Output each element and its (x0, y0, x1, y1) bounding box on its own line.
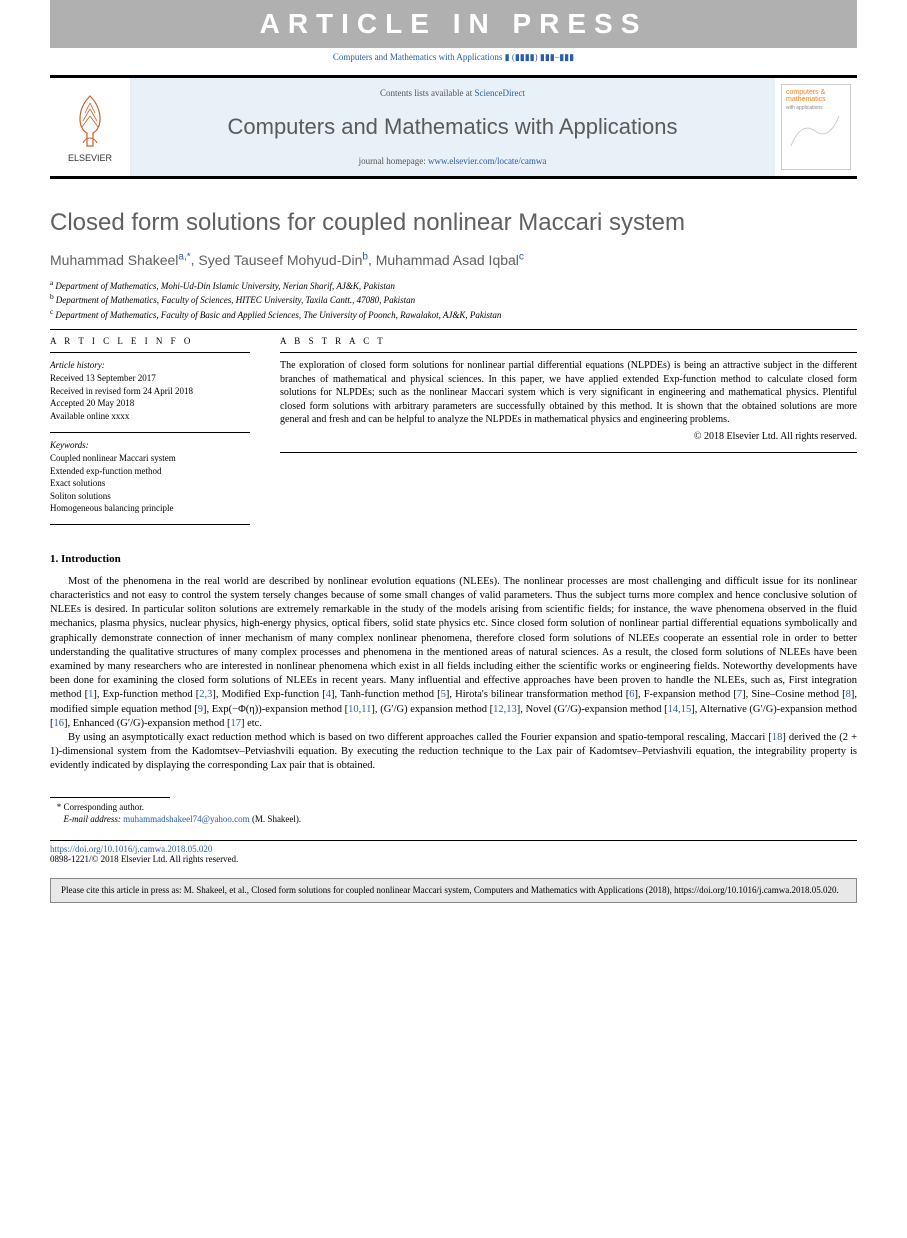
cover-text: computers & mathematics (786, 89, 846, 103)
journal-homepage-line: journal homepage: www.elsevier.com/locat… (150, 156, 755, 166)
author-2: Syed Tauseef Mohyud-Dinb (198, 252, 368, 268)
article-in-press-banner: ARTICLE IN PRESS (50, 0, 857, 48)
email-line: E-mail address: muhammadshakeel74@yahoo.… (50, 814, 857, 826)
elsevier-label: ELSEVIER (68, 153, 112, 163)
homepage-prefix: journal homepage: (359, 156, 428, 166)
history-accepted: Accepted 20 May 2018 (50, 397, 250, 410)
abstract-column: A B S T R A C T The exploration of close… (280, 336, 857, 525)
affiliation-a: aDepartment of Mathematics, Mohi-Ud-Din … (50, 278, 857, 293)
elsevier-logo: ELSEVIER (50, 78, 130, 176)
article-history-block: Article history: Received 13 September 2… (50, 352, 250, 422)
keyword: Soliton solutions (50, 490, 250, 503)
author-sup: c (519, 251, 524, 262)
author-name: Muhammad Asad Iqbal (376, 252, 519, 268)
article-title: Closed form solutions for coupled nonlin… (50, 209, 857, 237)
corresponding-author: * Corresponding author. (50, 802, 857, 814)
section-1-heading: 1. Introduction (50, 553, 857, 565)
contents-prefix: Contents lists available at (380, 88, 474, 98)
history-label: Article history: (50, 359, 250, 372)
keyword: Coupled nonlinear Maccari system (50, 452, 250, 465)
article-info-heading: A R T I C L E I N F O (50, 336, 250, 346)
doi-block: https://doi.org/10.1016/j.camwa.2018.05.… (50, 840, 857, 864)
author-1: Muhammad Shakeela,* (50, 252, 191, 268)
abstract-copyright: © 2018 Elsevier Ltd. All rights reserved… (280, 431, 857, 442)
journal-cover-thumbnail: computers & mathematics with application… (781, 84, 851, 170)
divider (280, 452, 857, 453)
doi-link[interactable]: https://doi.org/10.1016/j.camwa.2018.05.… (50, 844, 212, 854)
authors-line: Muhammad Shakeela,*, Syed Tauseef Mohyud… (50, 251, 857, 268)
journal-homepage-link[interactable]: www.elsevier.com/locate/camwa (428, 156, 546, 166)
journal-header-box: ELSEVIER Contents lists available at Sci… (50, 75, 857, 179)
keywords-block: Keywords: Coupled nonlinear Maccari syst… (50, 432, 250, 515)
keyword: Exact solutions (50, 477, 250, 490)
history-online: Available online xxxx (50, 410, 250, 423)
cover-graphic-icon (786, 111, 844, 151)
history-received: Received 13 September 2017 (50, 372, 250, 385)
article-info-column: A R T I C L E I N F O Article history: R… (50, 336, 250, 525)
citation-box: Please cite this article in press as: M.… (50, 878, 857, 904)
abstract-text: The exploration of closed form solutions… (280, 352, 857, 427)
journal-reference-line: Computers and Mathematics with Applicati… (50, 52, 857, 63)
author-name: Syed Tauseef Mohyud-Din (198, 252, 362, 268)
history-revised: Received in revised form 24 April 2018 (50, 385, 250, 398)
affiliation-c: cDepartment of Mathematics, Faculty of B… (50, 307, 857, 322)
header-center: Contents lists available at ScienceDirec… (130, 78, 775, 176)
keywords-label: Keywords: (50, 439, 250, 452)
doi-copyright: 0898-1221/© 2018 Elsevier Ltd. All right… (50, 854, 238, 864)
intro-paragraph-1: Most of the phenomena in the real world … (50, 575, 857, 731)
journal-name: Computers and Mathematics with Applicati… (150, 114, 755, 140)
author-sup: a,* (178, 251, 190, 262)
keyword: Homogeneous balancing principle (50, 502, 250, 515)
email-link[interactable]: muhammadshakeel74@yahoo.com (123, 814, 250, 824)
info-abstract-row: A R T I C L E I N F O Article history: R… (50, 336, 857, 525)
footnote-block: * Corresponding author. E-mail address: … (50, 802, 857, 825)
elsevier-tree-icon (65, 91, 115, 151)
divider (50, 329, 857, 330)
author-3: Muhammad Asad Iqbalc (376, 252, 524, 268)
affiliation-b: bDepartment of Mathematics, Faculty of S… (50, 292, 857, 307)
keyword: Extended exp-function method (50, 465, 250, 478)
abstract-heading: A B S T R A C T (280, 336, 857, 346)
affiliations-block: aDepartment of Mathematics, Mohi-Ud-Din … (50, 278, 857, 322)
footnote-separator (50, 797, 170, 798)
sciencedirect-link[interactable]: ScienceDirect (475, 88, 525, 98)
contents-available-line: Contents lists available at ScienceDirec… (150, 88, 755, 98)
intro-paragraph-2: By using an asymptotically exact reducti… (50, 731, 857, 774)
author-name: Muhammad Shakeel (50, 252, 178, 268)
